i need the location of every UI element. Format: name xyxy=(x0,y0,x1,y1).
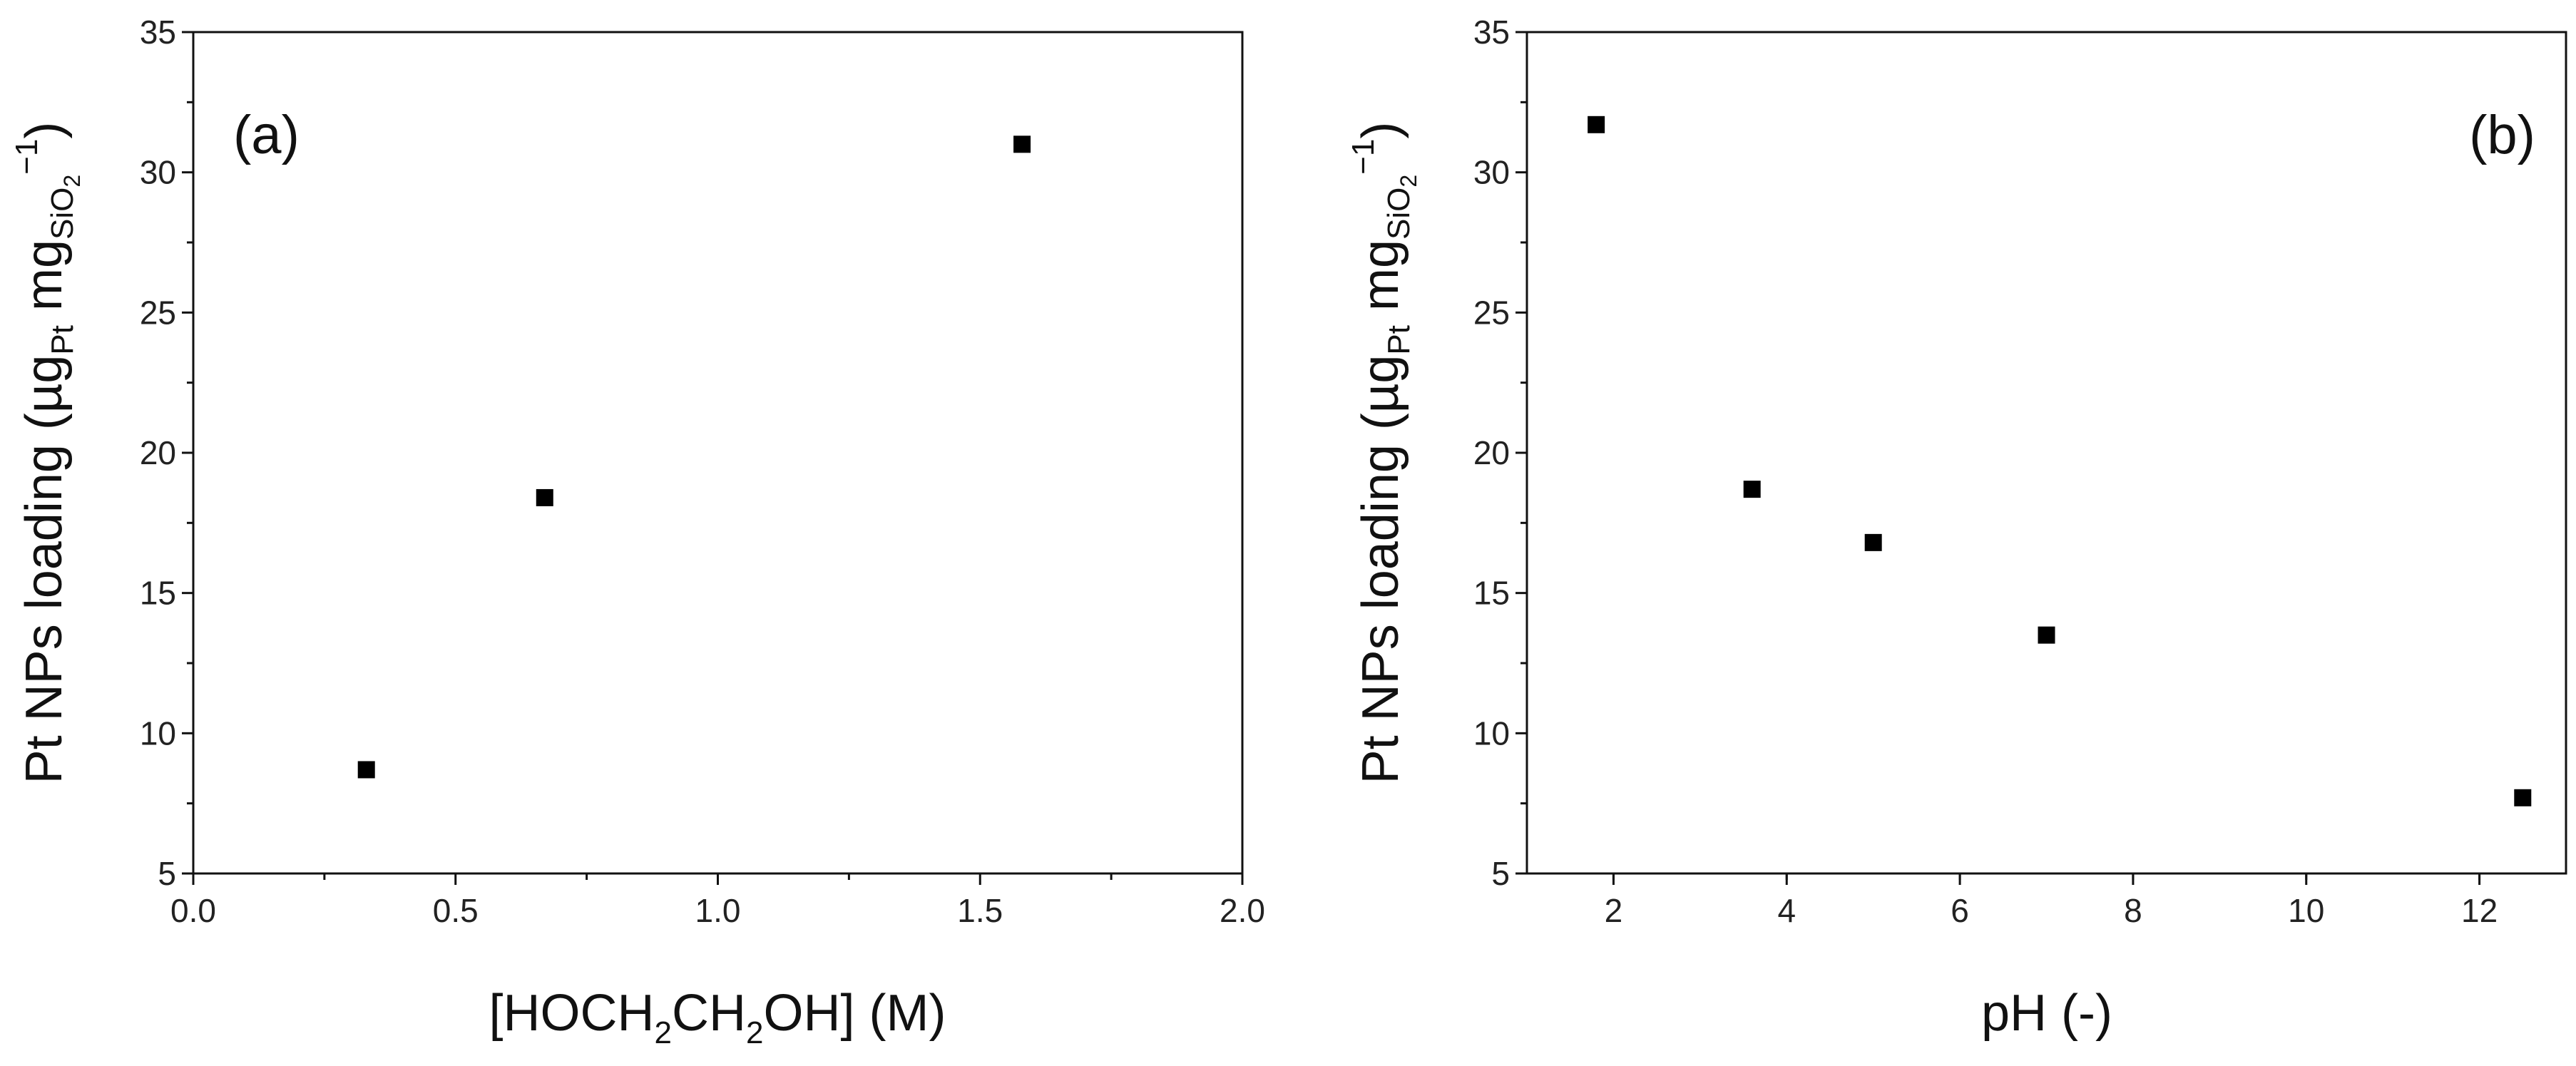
y-tick-label: 25 xyxy=(140,294,176,331)
x-tick-label: 0.0 xyxy=(170,892,216,929)
y-tick-label: 15 xyxy=(140,575,176,612)
x-tick-label: 12 xyxy=(2461,892,2498,929)
data-point xyxy=(1864,533,1882,551)
y-tick-label: 5 xyxy=(1491,855,1510,892)
x-tick-label: 4 xyxy=(1777,892,1796,929)
y-tick-label: 30 xyxy=(1473,154,1510,191)
x-ticks-a: 0.0 0.5 1.0 1.5 2.0 xyxy=(170,873,1265,929)
y-tick-label: 20 xyxy=(140,434,176,471)
data-points-a xyxy=(357,135,1031,779)
y-tick-label: 30 xyxy=(140,154,176,191)
y-axis-title-a: Pt NPs loading (µgPt mgSiO2−1) xyxy=(9,122,85,784)
x-axis-title-a: [HOCH2CH2OH] (M) xyxy=(489,985,946,1050)
y-tick-label: 5 xyxy=(158,855,176,892)
data-point xyxy=(536,488,553,506)
data-point xyxy=(1013,135,1031,153)
data-point xyxy=(2514,789,2532,806)
panel-label-a: (a) xyxy=(233,105,300,165)
data-point xyxy=(1588,116,1605,133)
x-tick-label: 1.0 xyxy=(695,892,741,929)
x-tick-label: 1.5 xyxy=(957,892,1003,929)
panel-label-b: (b) xyxy=(2469,105,2535,165)
chart-panel-a: 5 10 15 20 25 30 35 0.0 0.5 1.0 1.5 2.0 (a) [HOCH2… xyxy=(9,14,1265,1050)
x-tick-label: 10 xyxy=(2288,892,2324,929)
x-ticks-b: 2 4 6 8 10 12 xyxy=(1605,873,2498,929)
x-axis-title-b: pH (-) xyxy=(1981,985,2112,1042)
data-point xyxy=(357,761,375,779)
y-tick-label: 10 xyxy=(140,714,176,752)
y-tick-label: 35 xyxy=(140,14,176,51)
data-point xyxy=(2038,626,2055,644)
x-tick-label: 8 xyxy=(2124,892,2142,929)
y-tick-label: 25 xyxy=(1473,294,1510,331)
x-tick-label: 0.5 xyxy=(433,892,479,929)
x-tick-label: 2 xyxy=(1605,892,1623,929)
data-points-b xyxy=(1588,116,2532,806)
x-tick-label: 6 xyxy=(1951,892,1969,929)
y-tick-label: 15 xyxy=(1473,575,1510,612)
chart-panel-b: 5 10 15 20 25 30 35 2 4 6 8 10 12 (b) pH (-) Pt NPs… xyxy=(1346,14,2567,1042)
data-point xyxy=(1743,481,1761,498)
y-tick-label: 20 xyxy=(1473,434,1510,471)
y-ticks-a: 5 10 15 20 25 30 35 xyxy=(140,14,193,892)
y-axis-title-b: Pt NPs loading (µgPt mgSiO2−1) xyxy=(1346,122,1421,784)
x-tick-label: 2.0 xyxy=(1220,892,1265,929)
y-ticks-b: 5 10 15 20 25 30 35 xyxy=(1473,14,1527,892)
y-tick-label: 10 xyxy=(1473,714,1510,752)
y-tick-label: 35 xyxy=(1473,14,1510,51)
